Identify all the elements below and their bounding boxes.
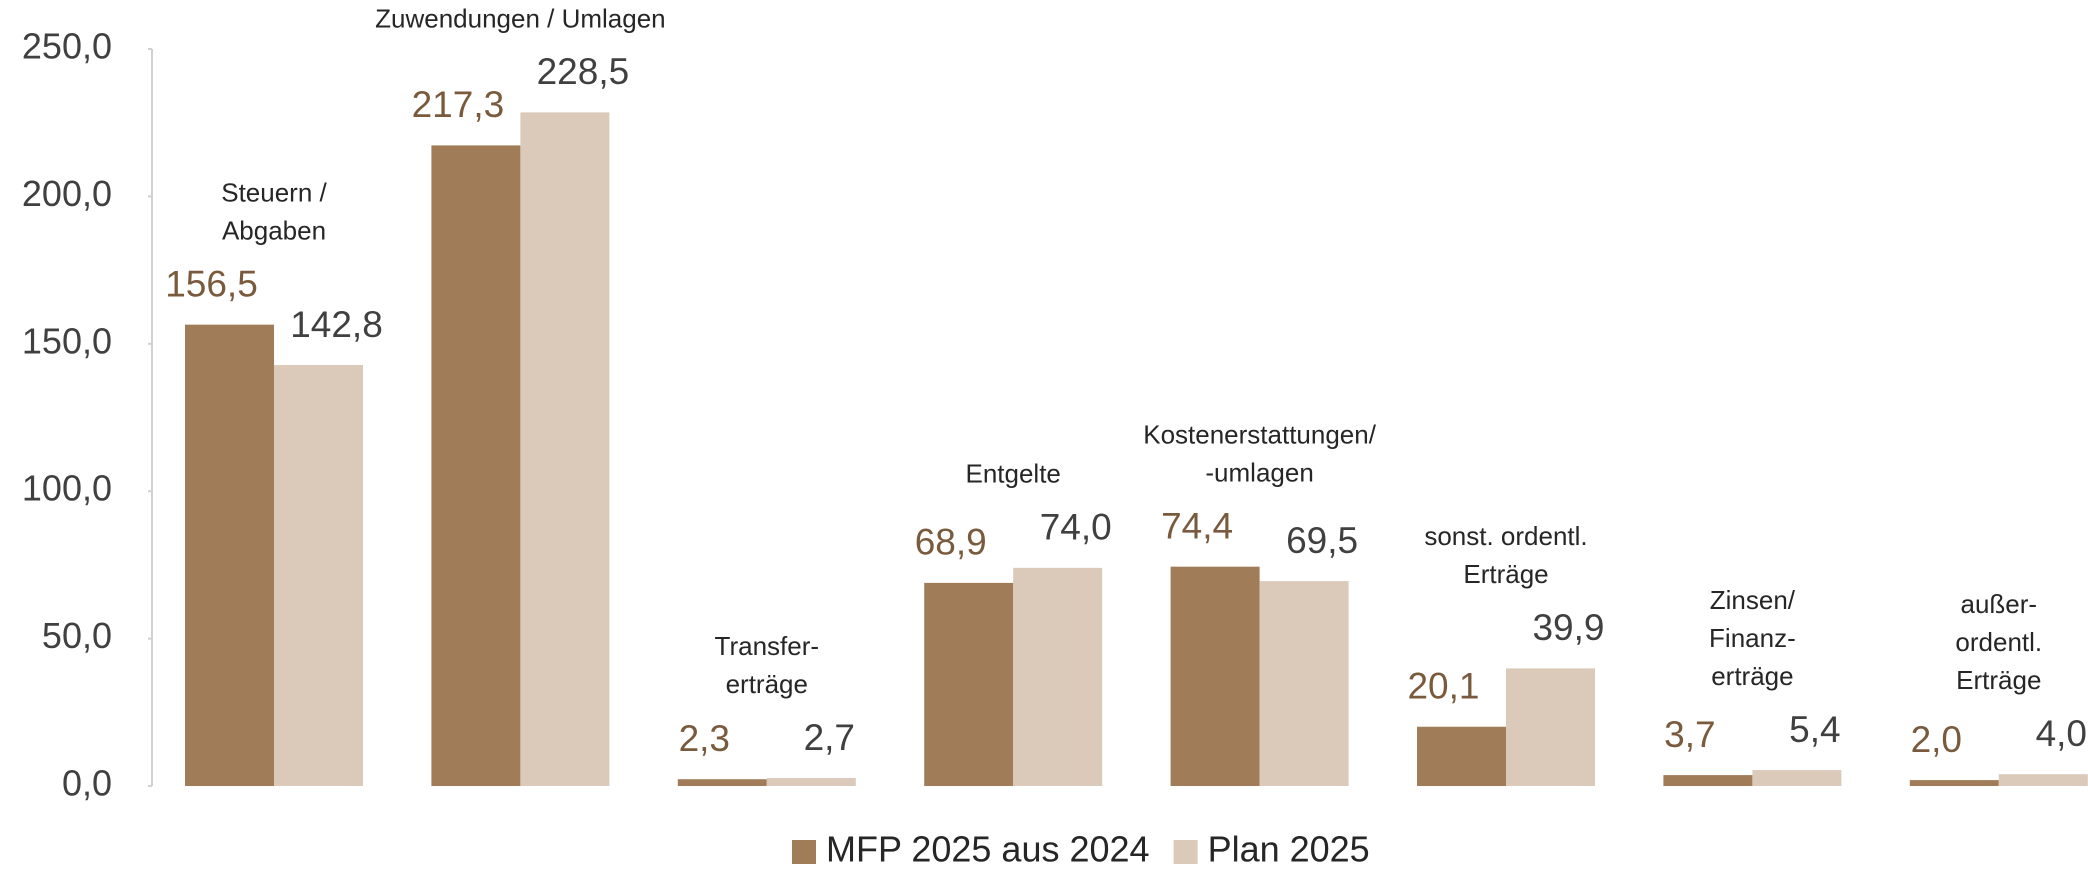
category-label: -umlagen — [1205, 458, 1313, 488]
value-label: 156,5 — [165, 263, 258, 304]
y-tick-label: 50,0 — [42, 615, 112, 656]
value-label: 74,4 — [1161, 505, 1233, 546]
y-tick-label: 150,0 — [22, 320, 112, 361]
value-label: 2,7 — [804, 717, 855, 758]
bar — [274, 365, 363, 786]
value-label: 68,9 — [915, 522, 987, 563]
category-label: sonst. ordentl. — [1424, 521, 1587, 551]
value-label: 4,0 — [2036, 713, 2087, 754]
value-label: 20,1 — [1407, 666, 1479, 707]
legend-swatch — [792, 840, 816, 864]
value-label: 69,5 — [1286, 520, 1358, 561]
value-label: 142,8 — [290, 304, 383, 345]
y-tick-label: 250,0 — [22, 26, 112, 67]
y-tick-label: 200,0 — [22, 173, 112, 214]
y-tick-label: 100,0 — [22, 468, 112, 509]
legend-label: MFP 2025 aus 2024 — [826, 829, 1150, 870]
category-label: Finanz- — [1709, 623, 1796, 653]
bar — [766, 778, 856, 786]
category-label: erträge — [726, 669, 808, 699]
value-label: 74,0 — [1040, 507, 1112, 548]
category-label: Transfer- — [715, 631, 820, 661]
bar — [677, 779, 767, 786]
category-label: Erträge — [1463, 559, 1548, 589]
value-label: 2,3 — [679, 718, 730, 759]
bar — [1998, 774, 2088, 786]
bar — [520, 112, 610, 786]
bar — [431, 145, 521, 786]
value-label: 5,4 — [1789, 709, 1840, 750]
legend-swatch — [1173, 840, 1198, 864]
category-label: Erträge — [1956, 665, 2041, 695]
bar — [1752, 770, 1842, 786]
bar — [1506, 668, 1595, 786]
category-label: außer- — [1961, 589, 2038, 619]
category-label: Zinsen/ — [1710, 585, 1796, 615]
bar — [1170, 566, 1260, 786]
category-label: ordentl. — [1955, 627, 2042, 657]
category-label: Entgelte — [965, 459, 1060, 489]
bar — [924, 582, 1014, 786]
bar — [1909, 780, 1999, 786]
value-label: 228,5 — [537, 51, 630, 92]
category-label: Zuwendungen / Umlagen — [375, 3, 666, 33]
category-label: erträge — [1711, 661, 1793, 691]
bar — [1417, 726, 1506, 786]
bar — [1663, 775, 1753, 786]
bar — [1259, 581, 1349, 786]
category-label: Kostenerstattungen/ — [1143, 420, 1376, 450]
category-label: Steuern / — [221, 178, 327, 208]
category-label: Abgaben — [222, 216, 326, 246]
value-label: 39,9 — [1532, 607, 1604, 648]
y-tick-label: 0,0 — [62, 763, 112, 804]
value-label: 217,3 — [412, 84, 505, 125]
value-label: 2,0 — [1911, 719, 1962, 760]
legend-label: Plan 2025 — [1208, 829, 1370, 870]
value-label: 3,7 — [1664, 714, 1715, 755]
bar — [1013, 567, 1103, 786]
bar — [185, 324, 274, 786]
